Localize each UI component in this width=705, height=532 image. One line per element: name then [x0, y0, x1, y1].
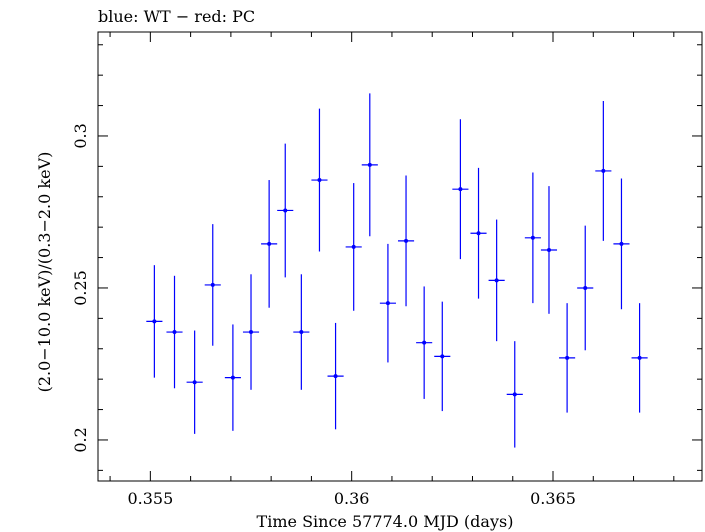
- point-marker: [530, 235, 535, 240]
- x-tick-label: 0.36: [334, 489, 370, 508]
- y-tick-label: 0.3: [71, 123, 90, 148]
- data-point: [327, 322, 344, 430]
- data-point: [506, 341, 523, 448]
- data-point: [559, 303, 576, 413]
- point-marker: [230, 375, 235, 380]
- x-tick-label: 0.365: [530, 489, 576, 508]
- point-marker: [333, 374, 338, 379]
- data-point: [631, 303, 648, 413]
- point-marker: [317, 178, 322, 183]
- point-marker: [601, 168, 606, 173]
- data-point: [345, 183, 362, 311]
- data-point: [397, 175, 415, 307]
- data-points: [146, 93, 648, 448]
- point-marker: [512, 392, 517, 397]
- data-point: [204, 224, 221, 346]
- point-marker: [619, 241, 624, 246]
- point-marker: [249, 330, 254, 335]
- data-point: [416, 286, 433, 399]
- point-marker: [440, 354, 445, 359]
- point-marker: [422, 340, 427, 345]
- data-point: [186, 330, 203, 434]
- point-marker: [494, 278, 499, 283]
- data-point: [577, 225, 594, 351]
- y-axis: 0.2 0.25 0.3: [71, 44, 702, 471]
- data-point: [361, 93, 378, 237]
- data-point: [470, 167, 487, 299]
- data-point: [166, 275, 183, 389]
- point-marker: [267, 241, 272, 246]
- data-point: [146, 265, 163, 378]
- chart-title: blue: WT − red: PC: [98, 7, 255, 26]
- point-marker: [546, 247, 551, 252]
- point-marker: [283, 208, 288, 213]
- point-marker: [192, 380, 197, 385]
- data-point: [379, 243, 396, 363]
- point-marker: [367, 162, 372, 167]
- point-marker: [565, 355, 570, 360]
- data-point: [224, 324, 241, 431]
- x-axis: 0.355 0.36 0.365: [109, 32, 675, 508]
- data-point: [540, 186, 558, 314]
- point-marker: [299, 330, 304, 335]
- data-point: [452, 119, 469, 260]
- data-point: [434, 301, 451, 412]
- data-point: [261, 180, 278, 308]
- data-point: [242, 274, 260, 390]
- point-marker: [385, 301, 390, 306]
- data-point: [524, 172, 541, 304]
- y-tick-label: 0.25: [71, 270, 90, 306]
- point-marker: [404, 238, 409, 243]
- point-marker: [172, 330, 177, 335]
- x-tick-label: 0.355: [127, 489, 173, 508]
- data-point: [277, 143, 294, 278]
- point-marker: [351, 244, 356, 249]
- y-tick-label: 0.2: [71, 427, 90, 452]
- data-point: [613, 178, 630, 310]
- plot-frame: [97, 31, 703, 482]
- point-marker: [152, 319, 157, 324]
- data-point: [488, 219, 505, 342]
- point-marker: [583, 285, 588, 290]
- y-axis-label: (2.0−10.0 keV)/(0.3−2.0 keV): [35, 152, 54, 393]
- x-axis-label: Time Since 57774.0 MJD (days): [257, 512, 514, 531]
- data-point: [311, 108, 328, 252]
- point-marker: [458, 187, 463, 192]
- point-marker: [476, 231, 481, 236]
- data-point: [293, 274, 310, 390]
- point-marker: [210, 282, 215, 287]
- point-marker: [637, 355, 642, 360]
- data-point: [595, 101, 612, 241]
